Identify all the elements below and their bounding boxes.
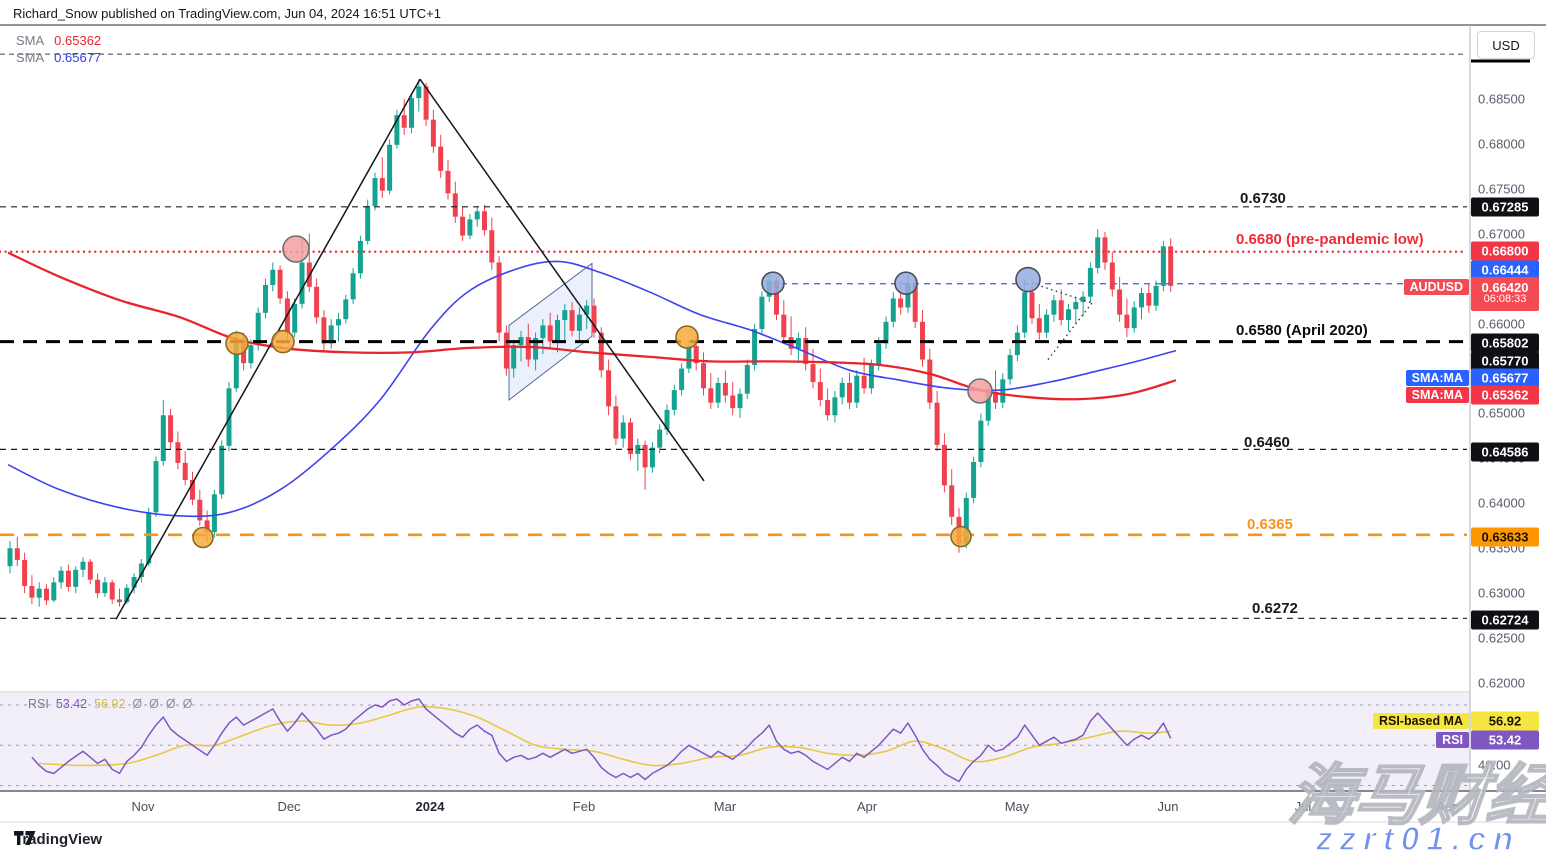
level-lines — [0, 53, 1469, 619]
tradingview-logo-text: TradingView — [14, 831, 103, 848]
rsi-value: 53.42 — [55, 697, 88, 711]
price-badge-53.42: 53.42 — [1471, 730, 1539, 750]
moving-averages — [7, 251, 1177, 518]
rsi-lines — [31, 698, 1172, 783]
time-tick-May: May — [1004, 799, 1030, 814]
level-label: 0.6272 — [1252, 600, 1298, 617]
currency-toggle-button[interactable]: USD — [1477, 31, 1535, 59]
price-badge-0.65362: 0.65362 — [1471, 385, 1539, 405]
rsi-empty-slot: Ø — [132, 697, 143, 711]
countdown: 06:08:33 — [1483, 293, 1527, 305]
candlestick-series — [7, 79, 1174, 607]
pane-borders — [0, 24, 1546, 823]
price-badge-0.64586: 0.64586 — [1471, 442, 1539, 462]
price-badge-0.65677: 0.65677 — [1471, 368, 1539, 388]
price-badge-0.67285: 0.67285 — [1471, 197, 1539, 217]
time-tick-Nov: Nov — [131, 799, 155, 814]
sma-slow-label: SMA — [16, 33, 45, 48]
time-tick-2024: 2024 — [415, 799, 445, 814]
time-tick-Mar: Mar — [713, 799, 737, 814]
rsi-legend[interactable]: RSI 53.42 56.92 Ø Ø Ø Ø — [28, 697, 199, 711]
sma-slow-legend[interactable]: SMA 0.65362 — [16, 33, 101, 48]
sma-slow-value: 0.65362 — [54, 33, 102, 48]
price-tick: 0.63000 — [1478, 585, 1525, 601]
level-label: 0.6460 — [1244, 434, 1290, 451]
rsi-empty-slot: Ø — [165, 697, 176, 711]
trendlines — [115, 78, 1093, 620]
price-badge-0.65770: 0.65770 — [1471, 351, 1539, 371]
event-markers — [192, 235, 1041, 549]
time-tick-Feb: Feb — [572, 799, 596, 814]
rsi-label: RSI — [28, 697, 49, 711]
level-label: 0.6730 — [1240, 190, 1286, 207]
price-tick: 0.62500 — [1478, 630, 1525, 646]
time-tick-Jul: Jul — [1294, 799, 1312, 814]
pinned-label-RSI-based MA: RSI-based MA — [1372, 713, 1469, 729]
time-tick-Apr: Apr — [856, 799, 878, 814]
sma-fast-label: SMA — [16, 50, 45, 65]
price-tick: 0.66000 — [1478, 316, 1525, 332]
price-tick: 0.68000 — [1478, 136, 1525, 152]
price-badge-0.62724: 0.62724 — [1471, 610, 1539, 630]
rsi-pane — [0, 693, 1470, 791]
price-tick: 0.65000 — [1478, 405, 1525, 421]
price-tick: 0.67000 — [1478, 226, 1525, 242]
pinned-label-SMA:MA: SMA:MA — [1405, 387, 1469, 403]
price-badge-0.66444: 0.66444 — [1471, 260, 1539, 280]
price-badge-0.66800: 0.66800 — [1471, 241, 1539, 261]
price-badge-0.65802: 0.65802 — [1471, 333, 1539, 353]
sma-fast-legend[interactable]: SMA 0.65677 — [16, 50, 101, 65]
pinned-label-SMA:MA: SMA:MA — [1405, 370, 1469, 386]
price-tick: 0.67500 — [1478, 181, 1525, 197]
time-tick-Jun: Jun — [1157, 799, 1179, 814]
level-label: 0.6580 (April 2020) — [1236, 322, 1368, 339]
time-tick-Dec: Dec — [277, 799, 301, 814]
tradingview-logo[interactable]: TradingView — [14, 831, 102, 848]
price-badge-56.92: 56.92 — [1471, 711, 1539, 731]
price-tick: 0.62000 — [1478, 675, 1525, 691]
rsi-empty-slot: Ø — [182, 697, 193, 711]
sma-fast-value: 0.65677 — [54, 50, 102, 65]
level-label: 0.6365 — [1247, 516, 1293, 533]
price-tick: 0.68500 — [1478, 91, 1525, 107]
rsi-ma-value: 56.92 — [94, 697, 126, 711]
pinned-label-RSI: RSI — [1436, 732, 1469, 748]
price-badge-0.63633: 0.63633 — [1471, 527, 1539, 547]
time-tick-Aug: Aug — [1436, 799, 1460, 814]
tradingview-logo-icon — [14, 831, 36, 845]
pinned-label-AUDUSD: AUDUSD — [1403, 279, 1469, 295]
price-badge-0.66420: 0.66420 06:08:33 — [1471, 277, 1539, 311]
rsi-tick: 40.00 — [1478, 757, 1511, 773]
price-tick: 0.64000 — [1478, 495, 1525, 511]
rsi-empty-slot: Ø — [149, 697, 159, 711]
level-label: 0.6680 (pre-pandemic low) — [1236, 231, 1424, 248]
byline: Richard_Snow published on TradingView.co… — [13, 6, 441, 21]
